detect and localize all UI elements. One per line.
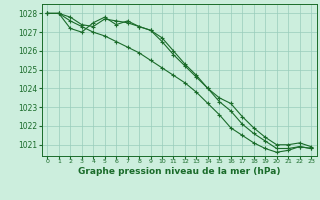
X-axis label: Graphe pression niveau de la mer (hPa): Graphe pression niveau de la mer (hPa): [78, 167, 280, 176]
